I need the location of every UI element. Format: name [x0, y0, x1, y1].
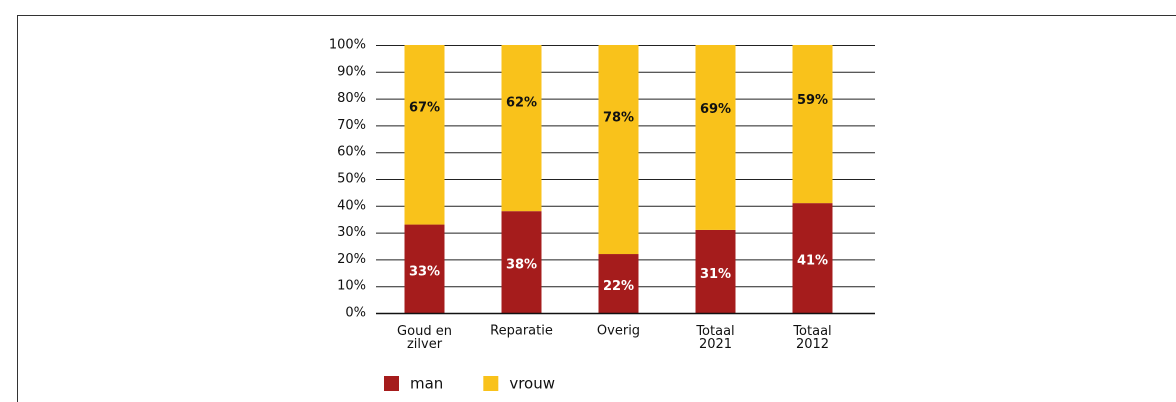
- legend-swatch: [384, 376, 399, 391]
- data-label: 59%: [797, 93, 828, 108]
- legend-swatch: [483, 376, 499, 391]
- x-tick-label: Overig: [597, 324, 640, 339]
- data-label: 41%: [797, 254, 828, 269]
- frame: [17, 15, 1176, 402]
- y-tick-label: 80%: [337, 91, 366, 106]
- y-tick-label: 10%: [337, 279, 366, 294]
- bar-segment: [501, 211, 542, 313]
- data-label: 78%: [603, 111, 634, 126]
- data-label: 38%: [506, 258, 537, 273]
- y-tick-label: 30%: [337, 225, 366, 240]
- y-tick-label: 100%: [329, 38, 366, 53]
- data-label: 22%: [603, 279, 634, 294]
- bar-segment: [598, 45, 639, 255]
- x-tick-label: Totaal 2012: [792, 324, 831, 352]
- data-label: 67%: [409, 100, 440, 115]
- data-label: 69%: [700, 102, 731, 117]
- legend-label: man: [410, 375, 443, 393]
- x-tick-label: Totaal 2021: [695, 324, 734, 352]
- y-tick-label: 20%: [337, 252, 366, 267]
- data-label: 31%: [700, 267, 731, 282]
- data-label: 62%: [506, 96, 537, 111]
- bar-segment: [792, 45, 833, 204]
- bar-segment: [695, 45, 736, 230]
- x-tick-label: Reparatie: [490, 324, 553, 339]
- y-tick-label: 70%: [337, 118, 366, 133]
- legend-label: vrouw: [509, 375, 555, 393]
- bar-segment: [404, 224, 445, 313]
- y-tick-label: 90%: [337, 64, 366, 79]
- y-tick-label: 60%: [337, 145, 366, 160]
- bar-segment: [404, 45, 445, 225]
- x-tick-label: Goud en zilver: [397, 324, 452, 352]
- bar-segment: [598, 254, 639, 313]
- bar-segment: [792, 203, 833, 313]
- y-tick-label: 50%: [337, 172, 366, 187]
- y-tick-label: 0%: [345, 306, 366, 321]
- data-label: 33%: [409, 264, 440, 279]
- bar-segment: [501, 45, 542, 212]
- y-tick-label: 40%: [337, 198, 366, 213]
- bar-segment: [695, 229, 736, 313]
